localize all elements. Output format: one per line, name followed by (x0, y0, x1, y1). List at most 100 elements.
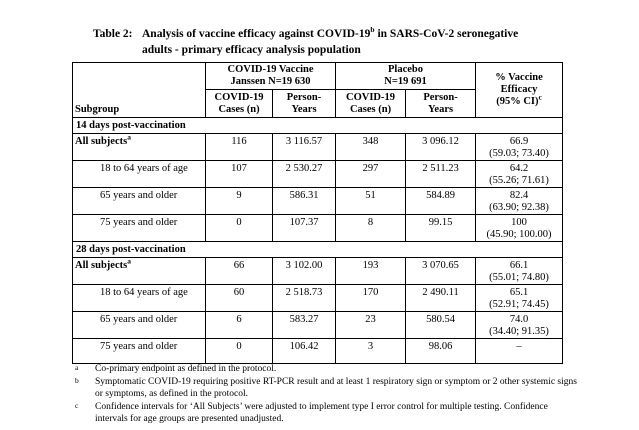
placebo-cases-cell: 297 (335, 160, 407, 188)
vaccine-cases-cell: 66 (205, 257, 273, 285)
vaccine-person-years-cell: 586.31 (271, 187, 337, 215)
section-header-row-28-days: 28 days post-vaccination (71, 241, 564, 258)
footnote-c-marker: c (75, 401, 79, 410)
section-header-row-14-days: 14 days post-vaccination (71, 117, 564, 134)
efficacy-value: 74.0 (509, 314, 529, 325)
efficacy-ci: (52.91; 74.45) (489, 298, 549, 310)
efficacy-value: 64.2 (509, 163, 529, 174)
placebo-cases-cell: 3 (335, 338, 407, 364)
placebo-cases-cell: 8 (335, 214, 407, 242)
footnote-a-text: Co-primary endpoint as defined in the pr… (95, 364, 277, 374)
efficacy-value: – (516, 341, 522, 352)
vaccine-py-header-line2: Years (291, 103, 317, 115)
footnotes: a Co-primary endpoint as defined in the … (73, 363, 578, 426)
subgroup-cell: 75 years and older (72, 338, 206, 364)
placebo-person-years-cell: 3 096.12 (405, 133, 477, 161)
subgroup-cell: All subjectsa (72, 257, 206, 285)
vaccine-person-years-cell: 2 518.73 (271, 284, 337, 312)
vaccine-person-years-cell: 3 116.57 (271, 133, 337, 161)
efficacy-ci: (45.90; 100.00) (486, 228, 552, 240)
efficacy-header-ci: (95% CI) (496, 96, 539, 107)
efficacy-ci: (55.01; 74.80) (489, 271, 549, 283)
vaccine-group-line1: COVID-19 Vaccine (227, 64, 314, 75)
subgroup-label: 65 years and older (100, 190, 178, 201)
vaccine-cases-cell: 116 (205, 133, 273, 161)
table-row-14d-18-64: 18 to 64 years of age 107 2 530.27 297 2… (72, 160, 564, 188)
vaccine-cases-cell: 9 (205, 187, 273, 215)
vaccine-cases-cell: 0 (205, 214, 273, 242)
placebo-person-years-cell: 2 490.11 (405, 284, 477, 312)
efficacy-cell: 74.0 (34.40; 91.35) (475, 311, 564, 339)
subgroup-column-header: Subgroup (72, 62, 206, 118)
efficacy-header-line3: (95% CI)c (478, 93, 560, 108)
efficacy-ci: (63.90; 92.38) (489, 201, 549, 213)
placebo-group-header: Placebo N=19 691 (335, 62, 477, 90)
vaccine-cases-cell: 60 (205, 284, 273, 312)
vaccine-cases-cell: 0 (205, 338, 273, 364)
vaccine-person-years-cell: 2 530.27 (271, 160, 337, 188)
placebo-person-years-cell: 98.06 (405, 338, 477, 364)
table-title-line1: Analysis of vaccine efficacy against COV… (142, 26, 572, 43)
placebo-cases-header: COVID-19 Cases (n) (335, 89, 407, 118)
footnote-ref-a: a (127, 132, 131, 142)
efficacy-cell: 64.2 (55.26; 71.61) (475, 160, 564, 188)
placebo-py-header-line1: Person- (423, 91, 458, 103)
vaccine-person-years-cell: 583.27 (271, 311, 337, 339)
table-row-28d-75-older: 75 years and older 0 106.42 3 98.06 – (72, 338, 564, 364)
efficacy-cell: 82.4 (63.90; 92.38) (475, 187, 564, 215)
subgroup-label: 18 to 64 years of age (100, 163, 188, 174)
placebo-person-years-cell: 99.15 (405, 214, 477, 242)
efficacy-value: 65.1 (509, 287, 529, 298)
table-row-28d-18-64: 18 to 64 years of age 60 2 518.73 170 2 … (72, 284, 564, 312)
efficacy-table: Subgroup COVID-19 Vaccine Janssen N=19 6… (71, 62, 564, 364)
table-row-14d-65-older: 65 years and older 9 586.31 51 584.89 82… (72, 187, 564, 215)
efficacy-value: 66.1 (509, 260, 529, 271)
efficacy-ci: (55.26; 71.61) (489, 174, 549, 186)
title-text-before-sup: Analysis of vaccine efficacy against COV… (142, 28, 371, 40)
efficacy-value: 66.9 (509, 136, 529, 147)
footnote-b: b Symptomatic COVID-19 requiring positiv… (73, 376, 578, 400)
subgroup-cell: 65 years and older (72, 311, 206, 339)
vaccine-person-years-cell: 3 102.00 (271, 257, 337, 285)
subgroup-cell: 18 to 64 years of age (72, 160, 206, 188)
table-title-line2: adults - primary efficacy analysis popul… (142, 43, 361, 56)
section-label: 28 days post-vaccination (71, 241, 564, 258)
vaccine-cases-cell: 107 (205, 160, 273, 188)
subgroup-cell: 75 years and older (72, 214, 206, 242)
placebo-cases-header-line1: COVID-19 (346, 91, 396, 103)
footnote-a-marker: a (75, 363, 79, 372)
placebo-cases-cell: 170 (335, 284, 407, 312)
subgroup-cell: 18 to 64 years of age (72, 284, 206, 312)
efficacy-cell: 66.1 (55.01; 74.80) (475, 257, 564, 285)
footnote-c-text: Confidence intervals for ‘All Subjects’ … (95, 402, 548, 424)
header-group-row: Subgroup COVID-19 Vaccine Janssen N=19 6… (72, 62, 564, 118)
efficacy-value: 82.4 (509, 190, 529, 201)
efficacy-cell: – (475, 338, 564, 364)
efficacy-ci: (34.40; 91.35) (489, 325, 549, 337)
vaccine-cases-header-line1: COVID-19 (214, 91, 264, 103)
vaccine-person-years-header: Person- Years (271, 89, 337, 118)
footnote-c: c Confidence intervals for ‘All Subjects… (73, 401, 578, 425)
table-title: Table 2: Analysis of vaccine efficacy ag… (93, 26, 572, 58)
subgroup-cell: All subjectsa (72, 132, 206, 161)
vaccine-cases-header-line2: Cases (n) (218, 103, 260, 115)
subgroup-label: All subjects (75, 260, 128, 271)
subgroup-label: 65 years and older (100, 314, 178, 325)
subgroup-cell: 65 years and older (72, 187, 206, 215)
placebo-person-years-cell: 580.54 (405, 311, 477, 339)
placebo-group-line1: Placebo (388, 64, 424, 75)
vaccine-cases-cell: 6 (205, 311, 273, 339)
subgroup-label: All subjects (75, 136, 128, 147)
vaccine-person-years-cell: 106.42 (271, 338, 337, 364)
efficacy-header-line1: % Vaccine (495, 72, 543, 83)
table-row-28d-65-older: 65 years and older 6 583.27 23 580.54 74… (72, 311, 564, 339)
vaccine-person-years-cell: 107.37 (271, 214, 337, 242)
title-text-after-sup: in SARS-CoV-2 seronegative (374, 28, 519, 40)
subgroup-label: 75 years and older (100, 217, 178, 228)
subgroup-label: 18 to 64 years of age (100, 287, 188, 298)
placebo-person-years-cell: 2 511.23 (405, 160, 477, 188)
placebo-person-years-cell: 584.89 (405, 187, 477, 215)
placebo-cases-cell: 193 (335, 257, 407, 285)
table-row-28d-all-subjects: All subjectsa 66 3 102.00 193 3 070.65 6… (72, 257, 564, 285)
placebo-person-years-header: Person- Years (405, 89, 477, 118)
